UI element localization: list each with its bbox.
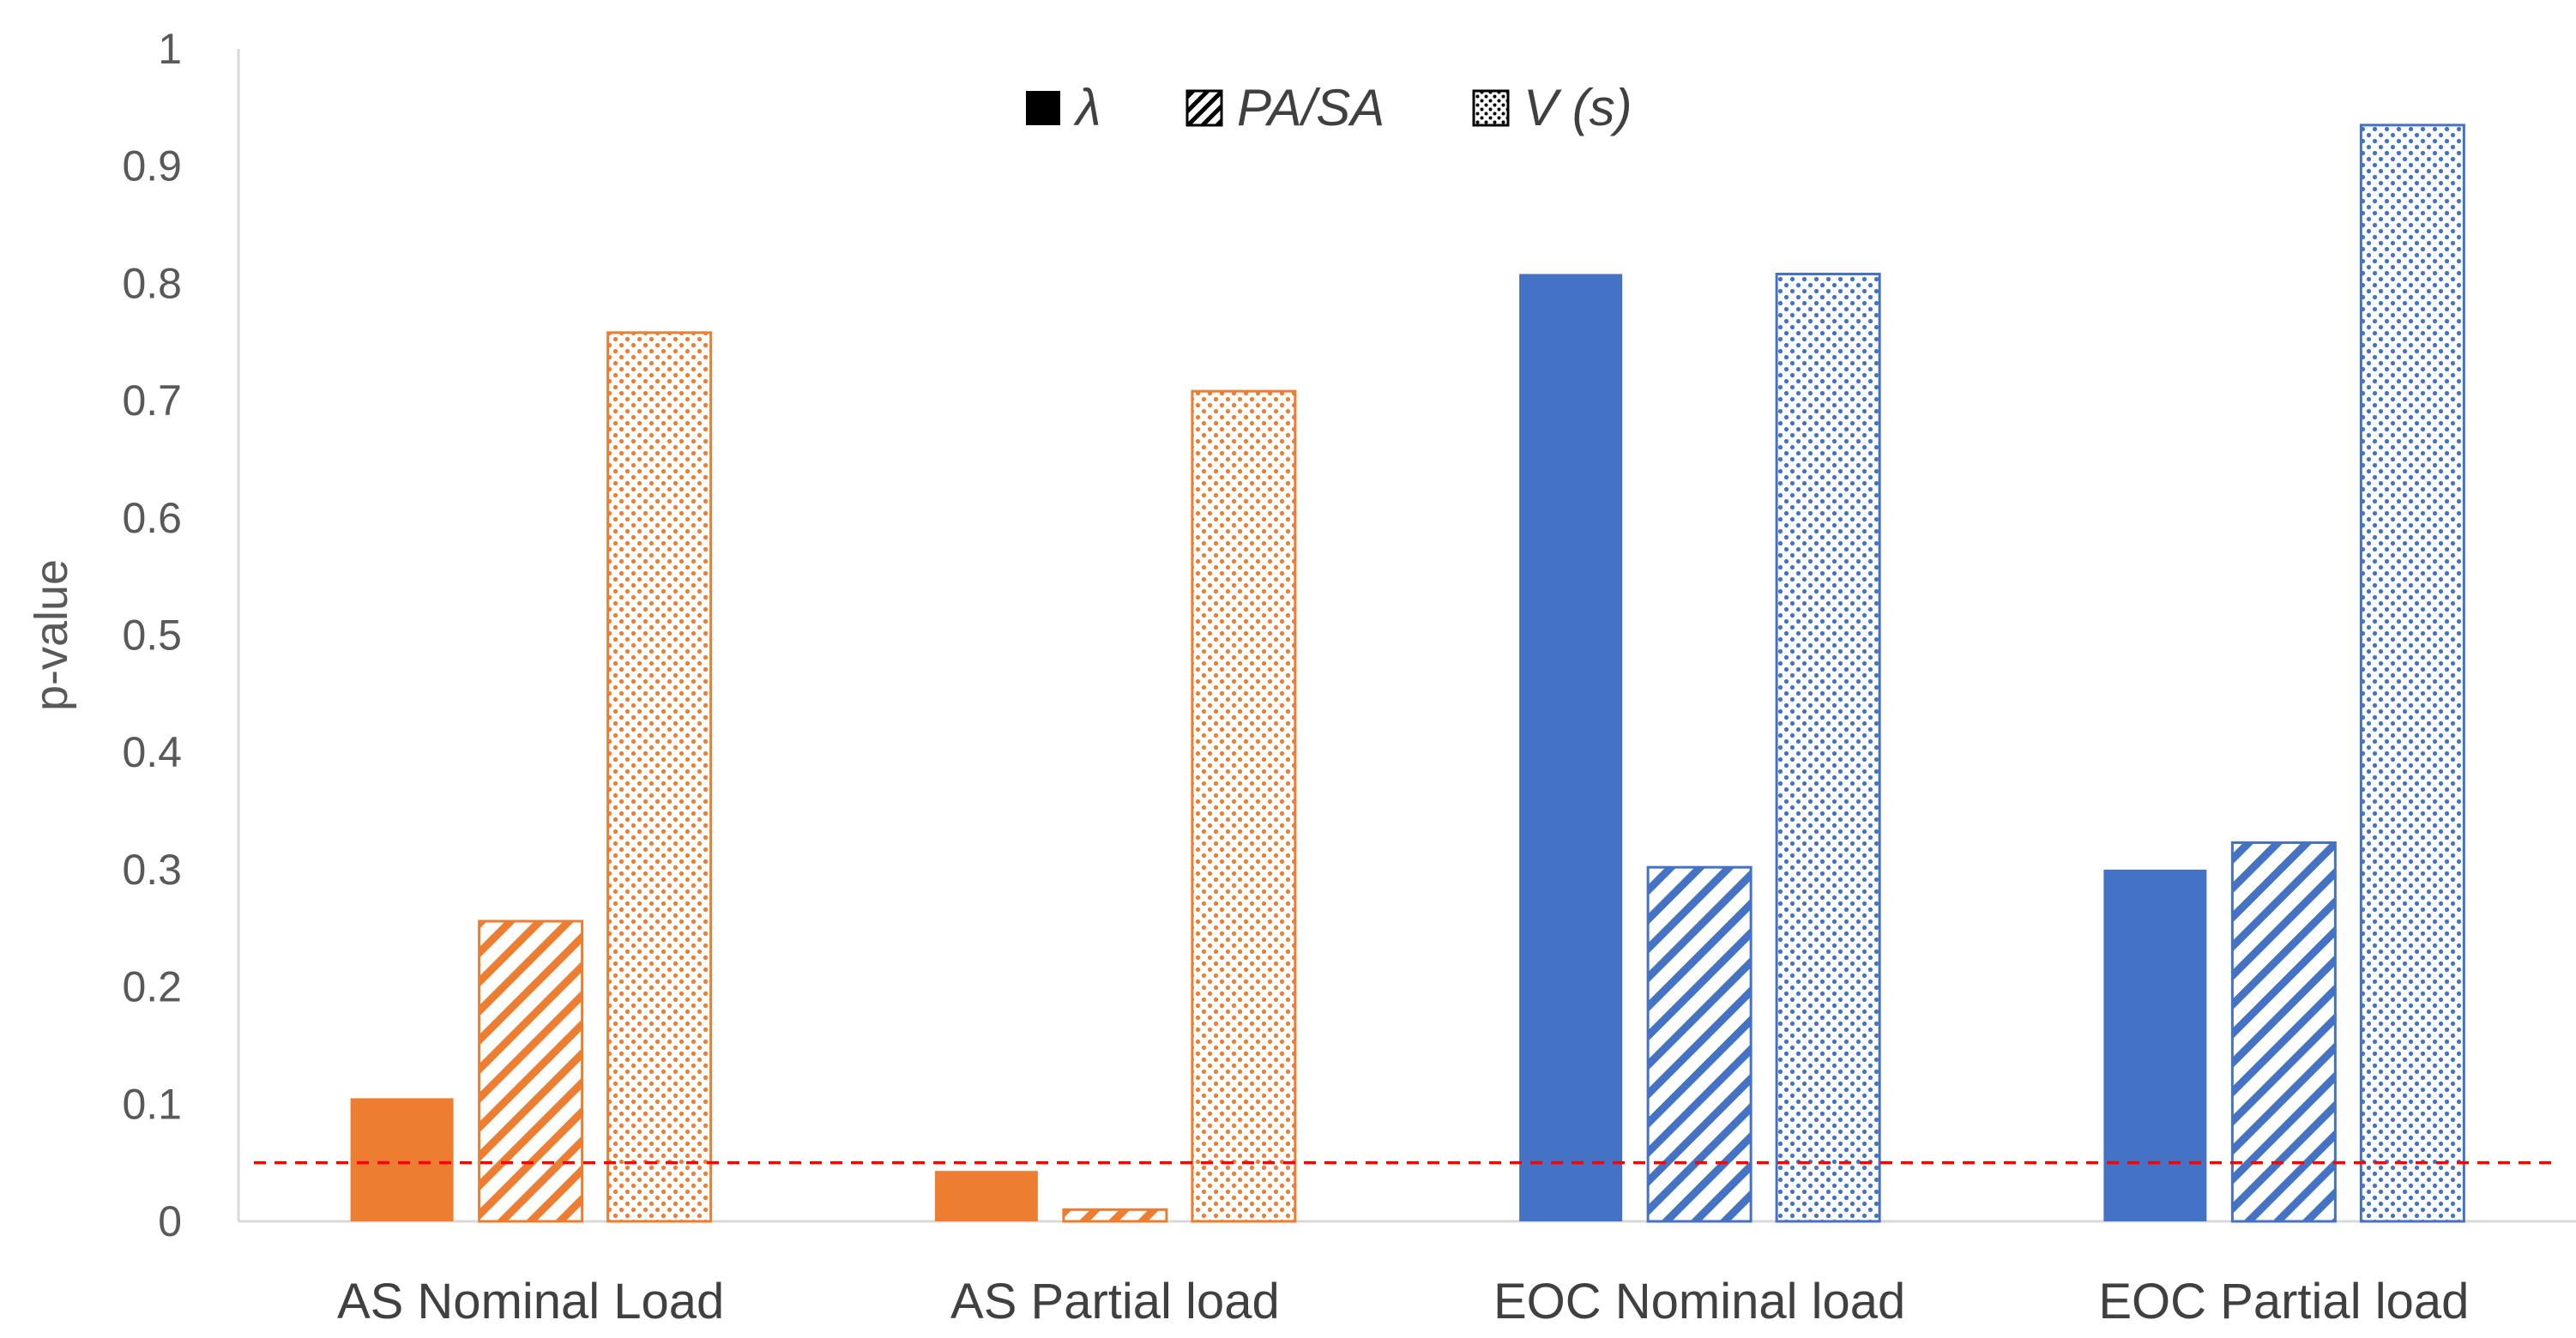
y-tick-label: 0.1 [122,1080,182,1128]
bar-v-s [2359,124,2465,1223]
x-category-label: EOC Partial load [2098,1274,2469,1329]
legend-label: PA/SA [1237,79,1385,136]
legend-swatch [1185,89,1223,127]
y-axis-title: p-value [26,559,77,711]
bar-pa-sa [1646,865,1753,1223]
x-category-label: AS Partial load [950,1274,1280,1329]
bar-v-s [606,331,713,1223]
bar-lambda [350,1098,454,1221]
y-tick-label: 1 [158,25,182,73]
bars-layer [350,124,2465,1223]
legend-label: λ [1073,79,1101,136]
bar-pa-sa [2230,841,2337,1223]
y-tick-label: 0.7 [122,377,182,425]
y-tick-label: 0.9 [122,142,182,190]
labels-layer: 0 0.1 0.2 0.3 0.4 0.5 0.6 0.7 0.8 0.9 1 p-value AS N… [26,25,2469,1329]
legend-label: V (s) [1523,79,1632,136]
axis-layer [237,49,2576,1223]
bar-pa-sa [478,919,584,1223]
bar-lambda [1519,274,1623,1221]
y-tick-label: 0.5 [122,612,182,660]
bar-lambda [2103,869,2207,1221]
bar-v-s [1775,272,1881,1223]
y-tick-label: 0.4 [122,728,182,776]
y-tick-label: 0 [158,1197,182,1245]
legend-swatch [1472,89,1510,127]
y-tick-label: 0.8 [122,259,182,307]
y-tick-label: 0.6 [122,494,182,542]
x-category-label: EOC Nominal load [1493,1274,1905,1329]
bar-pa-sa [1062,1208,1168,1223]
bar-v-s [1191,389,1297,1223]
bar-lambda [934,1171,1038,1221]
legend-swatch [1026,91,1060,125]
x-category-label: AS Nominal Load [337,1274,724,1329]
legend: λ PA/SA V (s) [1026,79,1632,136]
y-tick-label: 0.3 [122,846,182,894]
y-tick-label: 0.2 [122,963,182,1011]
